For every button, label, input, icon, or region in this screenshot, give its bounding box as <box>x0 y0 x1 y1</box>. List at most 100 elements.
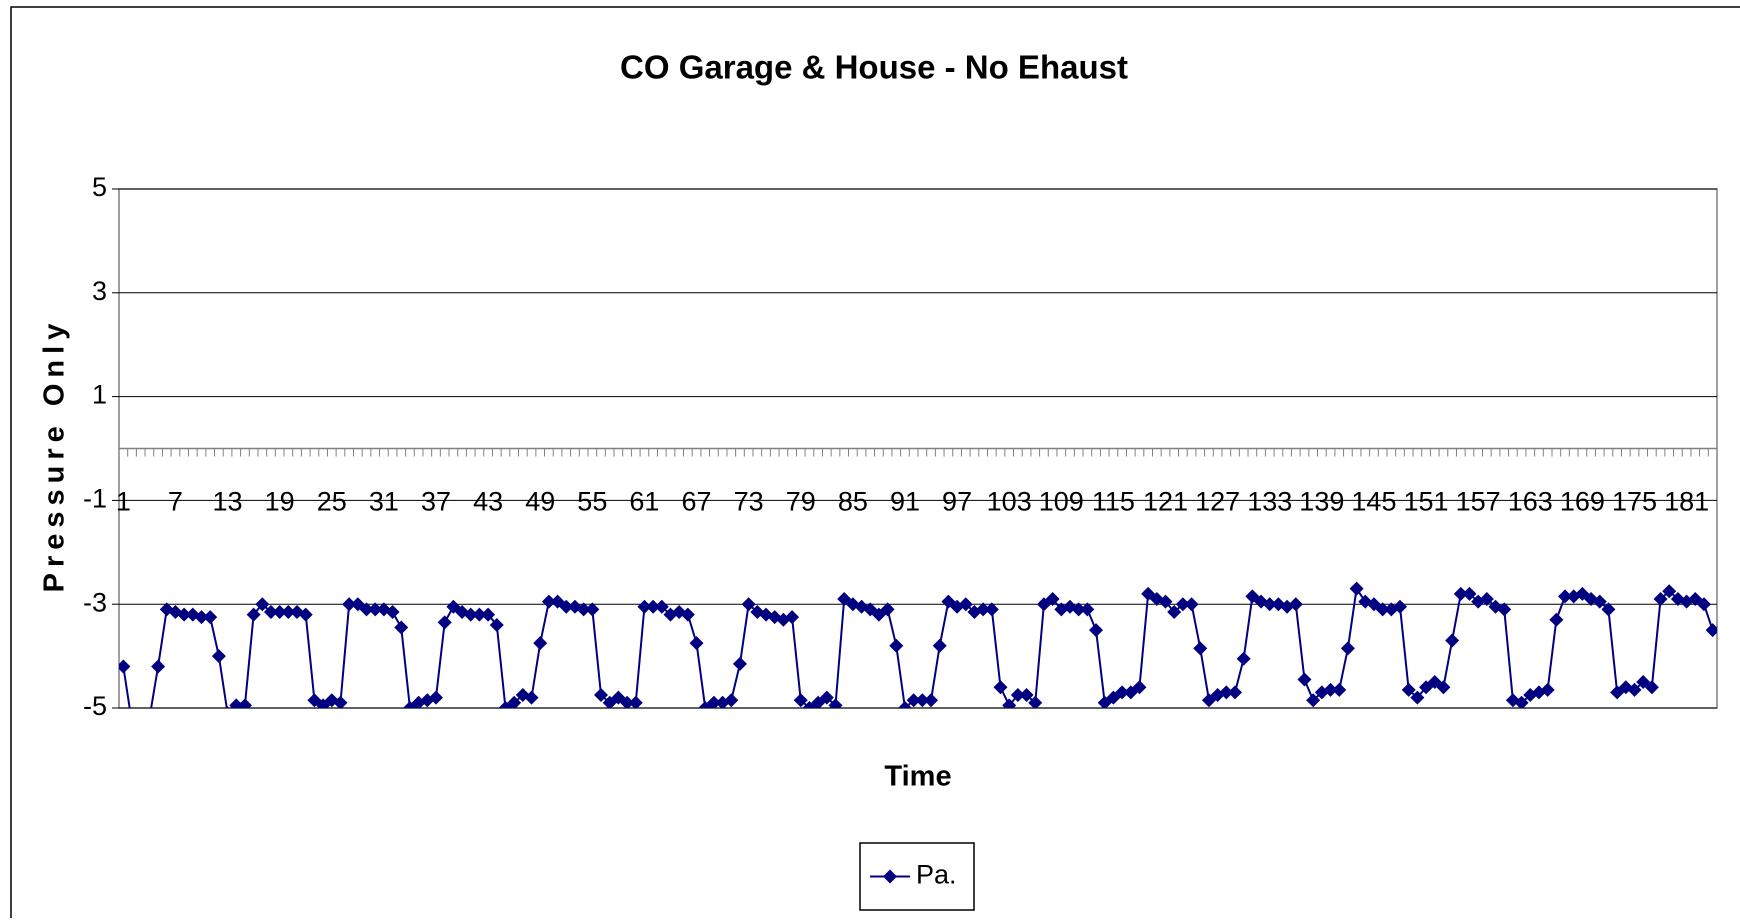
data-point <box>1167 604 1182 619</box>
x-tick-label: 13 <box>213 487 243 517</box>
x-tick-label: 25 <box>317 487 347 517</box>
x-tick-label: 127 <box>1195 487 1240 517</box>
data-point <box>1514 695 1529 708</box>
data-point <box>924 693 939 708</box>
x-tick-label: 97 <box>942 487 972 517</box>
x-tick-label: 121 <box>1143 487 1188 517</box>
x-tick-label: 43 <box>473 487 503 517</box>
data-point <box>932 638 947 653</box>
data-point <box>1306 693 1321 708</box>
data-point <box>1340 641 1355 656</box>
data-point <box>1115 685 1130 700</box>
data-point <box>1601 602 1616 617</box>
data-point <box>785 610 800 625</box>
data-point <box>1089 623 1104 638</box>
legend-marker <box>883 869 897 884</box>
chart-title: CO Garage & House - No Ehaust <box>620 49 1128 86</box>
data-point <box>1349 581 1364 596</box>
data-point <box>594 688 609 703</box>
chart-border <box>10 6 1740 923</box>
data-point <box>1227 685 1242 700</box>
data-point <box>463 607 478 622</box>
data-point <box>481 607 496 622</box>
y-tick-label: 1 <box>92 380 107 410</box>
x-tick-label: 55 <box>577 487 607 517</box>
data-point <box>1262 597 1277 612</box>
data-point <box>741 597 756 612</box>
data-point <box>1184 597 1199 612</box>
data-point <box>819 690 834 705</box>
x-tick-label: 163 <box>1508 487 1553 517</box>
data-point <box>498 701 513 708</box>
x-tick-label: 133 <box>1247 487 1292 517</box>
data-point <box>489 617 504 632</box>
data-point <box>1019 688 1034 703</box>
data-point <box>359 602 374 617</box>
plot-series <box>119 581 1717 708</box>
data-point <box>559 599 574 614</box>
x-tick-label: 151 <box>1404 487 1449 517</box>
data-point <box>1028 695 1043 708</box>
data-point <box>533 636 548 651</box>
data-point <box>342 597 357 612</box>
data-point <box>1297 672 1312 687</box>
data-point <box>194 610 209 625</box>
x-tick-label: 37 <box>421 487 451 517</box>
data-point <box>828 698 843 708</box>
data-point <box>524 690 539 705</box>
x-tick-label: 157 <box>1456 487 1501 517</box>
data-point <box>1193 641 1208 656</box>
data-point <box>1071 602 1086 617</box>
data-point <box>1080 602 1095 617</box>
data-point <box>802 701 817 708</box>
data-point <box>1627 682 1642 697</box>
data-point <box>437 615 452 630</box>
data-point <box>1010 688 1025 703</box>
data-point <box>472 607 487 622</box>
data-point <box>958 597 973 612</box>
x-tick-label: 175 <box>1612 487 1657 517</box>
data-point <box>177 607 192 622</box>
data-point <box>1375 602 1390 617</box>
data-point <box>151 659 166 674</box>
data-point <box>646 599 661 614</box>
data-point <box>203 610 218 625</box>
x-tick-label: 49 <box>525 487 555 517</box>
data-point <box>1479 592 1494 607</box>
data-point <box>298 607 313 622</box>
data-point <box>1323 682 1338 697</box>
data-point <box>715 695 730 708</box>
x-tick-label: 145 <box>1351 487 1396 517</box>
x-tick-label: 61 <box>629 487 659 517</box>
data-point <box>602 695 617 708</box>
x-tick-label: 139 <box>1299 487 1344 517</box>
x-tick-label: 19 <box>265 487 295 517</box>
data-point <box>1097 695 1112 708</box>
y-tick-label: 5 <box>92 172 107 202</box>
data-point <box>1410 690 1425 705</box>
data-point <box>225 706 230 708</box>
data-point <box>1002 698 1017 708</box>
data-point <box>541 594 556 609</box>
y-axis-label: Pressure Only <box>39 318 71 593</box>
data-point <box>984 602 999 617</box>
data-point <box>1558 589 1573 604</box>
x-tick-label: 109 <box>1039 487 1084 517</box>
data-point <box>316 698 331 708</box>
x-tick-label: 181 <box>1664 487 1709 517</box>
x-tick-label: 91 <box>890 487 920 517</box>
x-axis-label: Time <box>884 761 951 793</box>
data-point <box>385 604 400 619</box>
data-point <box>428 690 443 705</box>
data-point <box>915 693 930 708</box>
x-tick-label: 115 <box>1092 487 1135 517</box>
data-point <box>628 695 643 708</box>
data-point <box>333 695 348 708</box>
data-point <box>1332 682 1347 697</box>
data-point <box>1592 594 1607 609</box>
data-point <box>411 695 426 708</box>
data-point <box>906 693 921 708</box>
data-point <box>394 620 409 635</box>
data-point <box>1401 682 1416 697</box>
x-tick-label: 7 <box>168 487 183 517</box>
